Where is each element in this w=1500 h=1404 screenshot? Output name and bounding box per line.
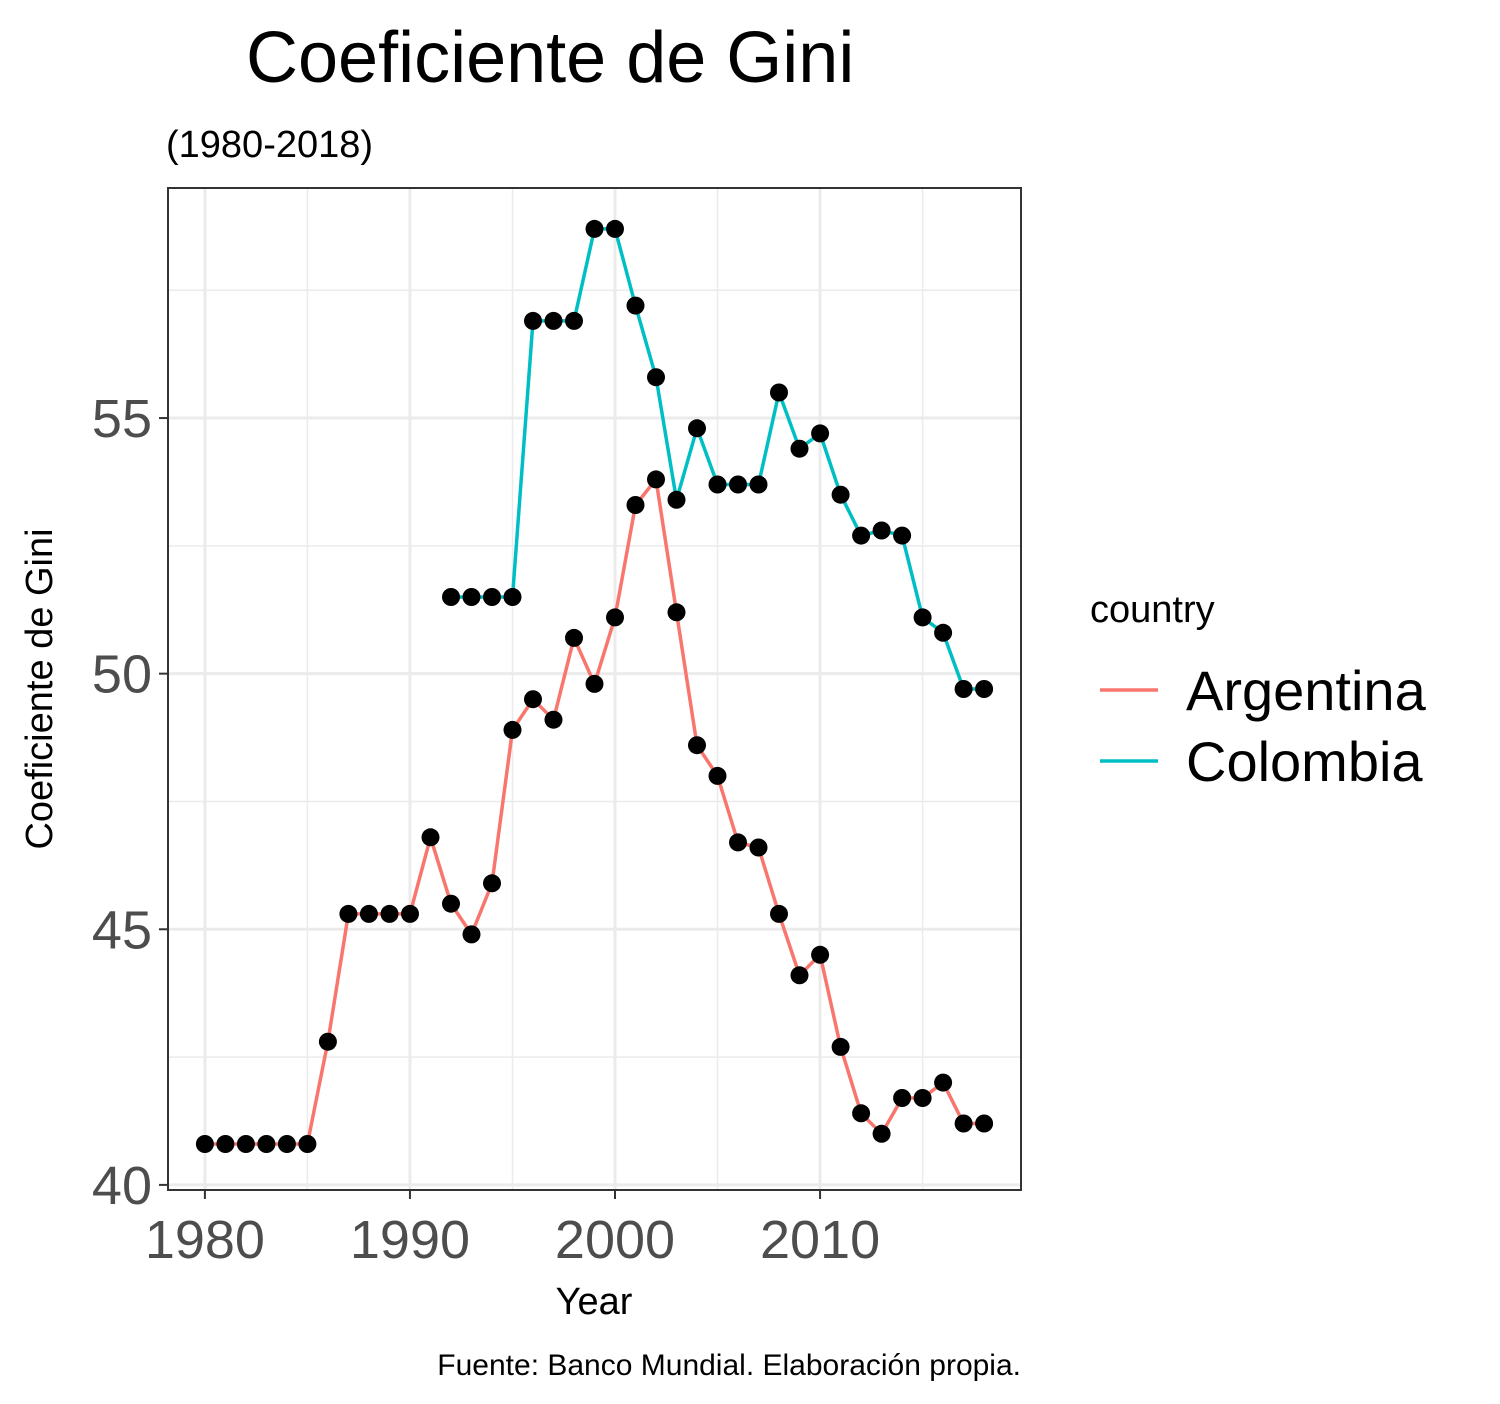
data-point-argentina <box>790 966 809 985</box>
data-point-colombia <box>606 219 624 238</box>
data-point-argentina <box>852 1104 871 1123</box>
data-point-argentina <box>893 1089 912 1107</box>
data-point-colombia <box>790 439 809 458</box>
data-point-argentina <box>298 1135 317 1153</box>
data-point-colombia <box>442 588 460 606</box>
data-point-argentina <box>195 1135 214 1153</box>
data-point-colombia <box>749 475 768 494</box>
data-point-argentina <box>421 828 440 847</box>
data-point-colombia <box>729 475 747 494</box>
axis-ticks: 1980 1990 2000 2010 40 45 50 55 <box>92 389 880 1270</box>
legend: country Argentina Colombia <box>1090 589 1427 793</box>
y-tick-label: 50 <box>92 645 152 705</box>
data-point-argentina <box>380 904 399 923</box>
data-point-argentina <box>811 945 830 964</box>
data-point-colombia <box>483 588 501 606</box>
data-point-colombia <box>565 311 583 330</box>
data-point-argentina <box>872 1124 891 1143</box>
data-point-argentina <box>339 904 358 923</box>
y-tick-label: 55 <box>92 389 152 449</box>
data-point-colombia <box>626 296 645 315</box>
data-points <box>195 219 994 1153</box>
y-axis-title: Coeficiente de Gini <box>19 528 61 849</box>
data-point-argentina <box>277 1135 296 1153</box>
data-point-argentina <box>913 1089 932 1107</box>
x-tick-label: 2010 <box>760 1210 880 1270</box>
data-point-colombia <box>647 368 665 387</box>
data-point-colombia <box>913 608 932 627</box>
data-point-argentina <box>770 904 788 923</box>
data-point-colombia <box>872 521 891 540</box>
data-point-argentina <box>462 925 481 944</box>
chart-title: Coeficiente de Gini <box>246 18 854 98</box>
data-point-colombia <box>934 623 953 642</box>
data-point-argentina <box>544 710 563 729</box>
data-point-argentina <box>401 904 419 923</box>
x-tick-label: 1980 <box>145 1210 265 1270</box>
data-point-colombia <box>831 485 850 504</box>
data-point-argentina <box>565 628 583 647</box>
data-point-argentina <box>236 1135 255 1153</box>
data-point-colombia <box>524 311 542 330</box>
data-point-argentina <box>318 1032 337 1051</box>
data-point-argentina <box>483 874 501 893</box>
data-point-colombia <box>708 475 727 494</box>
data-point-argentina <box>216 1135 235 1153</box>
data-point-argentina <box>626 496 645 514</box>
legend-label-colombia: Colombia <box>1186 730 1423 793</box>
data-point-argentina <box>257 1135 276 1153</box>
data-point-colombia <box>462 588 481 606</box>
data-point-argentina <box>442 894 460 913</box>
data-point-colombia <box>852 526 871 545</box>
data-point-argentina <box>359 904 378 923</box>
y-tick-label: 40 <box>92 1156 152 1216</box>
data-point-colombia <box>585 219 604 238</box>
data-point-argentina <box>606 608 624 627</box>
data-point-colombia <box>811 424 830 443</box>
data-point-argentina <box>729 833 747 852</box>
x-axis-title: Year <box>556 1281 633 1323</box>
data-point-colombia <box>667 490 686 509</box>
data-point-argentina <box>503 720 522 739</box>
legend-label-argentina: Argentina <box>1186 659 1427 722</box>
data-point-colombia <box>770 383 788 402</box>
data-point-argentina <box>688 736 706 755</box>
data-point-colombia <box>975 680 994 698</box>
data-point-colombia <box>688 419 706 438</box>
data-point-argentina <box>708 766 727 785</box>
legend-title: country <box>1090 589 1215 631</box>
data-point-argentina <box>647 470 665 489</box>
data-point-argentina <box>749 838 768 857</box>
chart-caption: Fuente: Banco Mundial. Elaboración propi… <box>437 1349 1021 1382</box>
data-point-argentina <box>954 1114 973 1133</box>
data-point-argentina <box>524 690 542 709</box>
data-point-argentina <box>934 1073 953 1092</box>
plot-border <box>167 187 1022 1191</box>
data-point-colombia <box>893 526 912 545</box>
data-point-argentina <box>667 603 686 622</box>
data-point-colombia <box>503 588 522 606</box>
data-point-colombia <box>544 311 563 330</box>
data-point-argentina <box>585 674 604 693</box>
data-point-argentina <box>975 1114 994 1133</box>
x-tick-label: 1990 <box>350 1210 470 1270</box>
chart-subtitle: (1980-2018) <box>166 124 373 166</box>
data-point-argentina <box>831 1037 850 1056</box>
x-tick-label: 2000 <box>555 1210 675 1270</box>
grid-lines <box>168 188 1021 1190</box>
data-point-colombia <box>954 680 973 698</box>
y-tick-label: 45 <box>92 900 152 960</box>
